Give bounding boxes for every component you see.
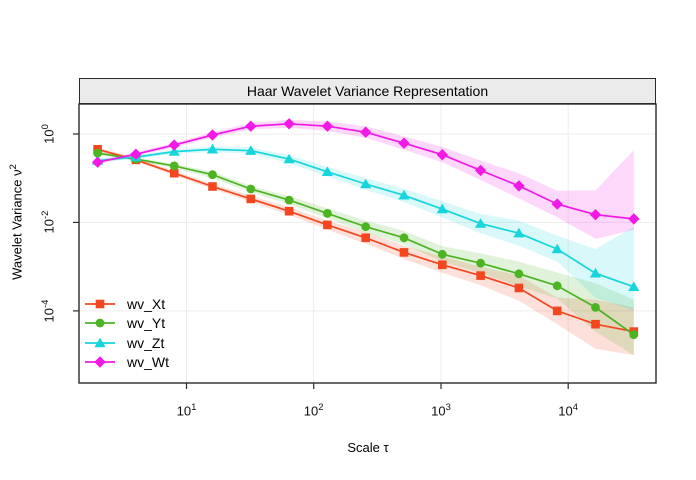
series-wv_Wt-points: [91, 118, 640, 225]
x-axis-title-text: Scale τ: [347, 440, 389, 455]
x-axis-title: Scale τ: [308, 440, 428, 455]
y-axis-title-superscript: 2: [8, 164, 19, 170]
legend-label: wv_Zt: [127, 334, 165, 351]
legend-marker-diamond-icon: [85, 354, 115, 370]
legend-item-wv-yt: wv_Yt: [85, 314, 169, 334]
legend-label: wv_Xt: [127, 295, 166, 312]
x-tick-label: 102: [303, 402, 324, 419]
y-tick-label: 10-2: [40, 210, 57, 234]
series-wv_Wt-ci-band: [97, 120, 634, 239]
legend-marker-square-icon: [85, 296, 115, 312]
legend-label: wv_Yt: [127, 315, 166, 332]
y-tick-label: 10-4: [40, 299, 57, 323]
panel-border: [78, 103, 657, 384]
legend-marker-circle-icon: [85, 315, 115, 331]
series-wv_Yt-points: [93, 148, 639, 340]
y-tick-label: 100: [40, 124, 57, 144]
y-axis-title: Wavelet Variance ν2: [8, 92, 26, 352]
y-axis-title-text: Wavelet Variance ν: [9, 169, 25, 280]
chart-title: Haar Wavelet Variance Representation: [246, 83, 489, 99]
legend-item-wv-wt: wv_Wt: [85, 353, 169, 373]
legend-label: wv_Wt: [127, 354, 169, 371]
x-tick-label: 101: [176, 402, 197, 419]
x-tick-label: 103: [431, 402, 451, 419]
panel-title-strip: Haar Wavelet Variance Representation: [79, 78, 656, 104]
series-wv_Zt-points: [92, 143, 640, 291]
legend-item-wv-zt: wv_Zt: [85, 333, 169, 353]
legend-marker-triangle-icon: [85, 335, 115, 351]
axis-tick-marks: [73, 133, 569, 389]
legend-item-wv-xt: wv_Xt: [85, 294, 169, 314]
series-wv_Xt-ci-band: [97, 147, 634, 356]
x-tick-label: 104: [558, 402, 579, 419]
legend: wv_Xt wv_Yt wv_Zt wv_Wt: [85, 294, 169, 372]
